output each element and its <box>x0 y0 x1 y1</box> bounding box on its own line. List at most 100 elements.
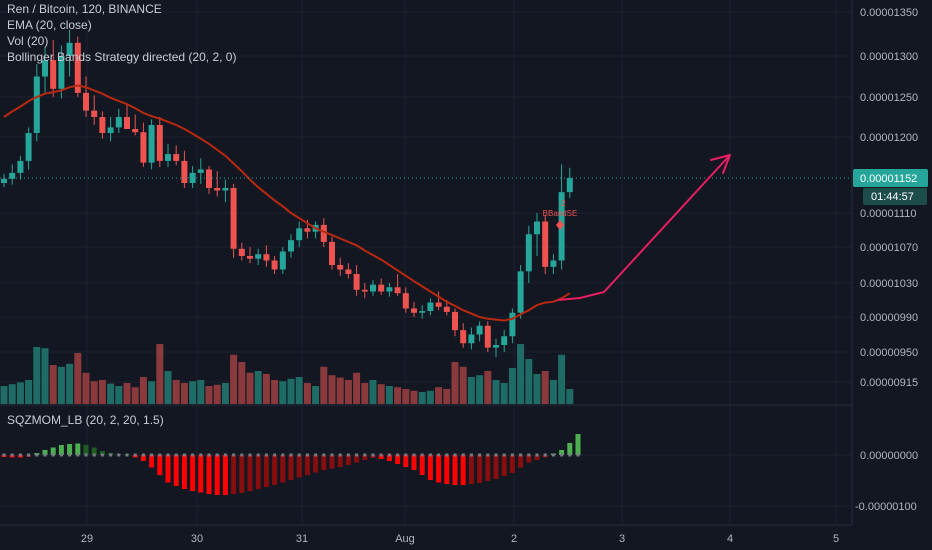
volume-bars <box>0 344 574 404</box>
volume-bar <box>492 380 500 404</box>
forecast-arrow-line <box>557 154 731 301</box>
candle-body <box>329 241 335 265</box>
volume-bar <box>197 380 205 404</box>
momentum-axis[interactable]: 0.00000000 -0.00000100 <box>855 450 918 513</box>
squeeze-dot <box>92 453 96 457</box>
volume-bar <box>385 386 393 404</box>
candle-body <box>361 289 368 292</box>
squeeze-dot <box>346 453 350 457</box>
price-tick-label: 0.00000915 <box>860 377 918 389</box>
squeeze-dot <box>420 453 424 457</box>
price-tick-label: 0.00001110 <box>860 208 916 220</box>
time-tick-label: 3 <box>619 533 625 545</box>
legend-bollinger[interactable]: Bollinger Bands Strategy directed (20, 2… <box>7 50 237 64</box>
candle-body <box>484 325 491 348</box>
price-axis[interactable]: 0.00001350 0.00001300 0.00001250 0.00001200… <box>860 7 918 389</box>
volume-bar <box>312 386 320 404</box>
volume-bar <box>131 387 139 404</box>
volume-bar <box>533 374 541 404</box>
momentum-bar <box>354 455 360 463</box>
momentum-bar <box>140 455 146 461</box>
momentum-bar <box>280 455 286 483</box>
legend-symbol[interactable]: Ren / Bitcoin, 120, BINANCE <box>7 2 162 16</box>
volume-bar <box>566 389 574 404</box>
volume-bar <box>16 382 24 404</box>
squeeze-dot <box>551 453 555 457</box>
candle-body <box>468 334 475 344</box>
momentum-bar <box>173 455 179 486</box>
volume-bar <box>8 384 16 404</box>
legend-volume[interactable]: Vol (20) <box>7 34 49 48</box>
legend-squeeze-momentum[interactable]: SQZMOM_LB (20, 2, 20, 1.5) <box>7 413 164 427</box>
candle-body <box>247 256 253 259</box>
squeeze-dot <box>486 453 490 457</box>
arrow-head-icon <box>710 154 731 174</box>
candle-body <box>386 287 393 292</box>
squeeze-dot <box>248 453 252 457</box>
squeeze-dot <box>76 453 80 457</box>
momentum-bar <box>452 455 458 485</box>
volume-bar <box>451 362 459 404</box>
volume-bar <box>82 372 90 404</box>
price-tick-label: 0.00001300 <box>860 51 918 63</box>
time-axis[interactable]: 29 30 31 Aug 2 3 4 5 <box>81 533 839 545</box>
candle-body <box>435 302 442 307</box>
momentum-bar <box>395 455 401 464</box>
volume-bar <box>262 374 270 404</box>
volume-bar <box>238 362 246 404</box>
momentum-bar <box>165 455 171 483</box>
squeeze-dot <box>264 453 268 457</box>
candle-body <box>173 154 180 161</box>
momentum-bar <box>436 455 442 483</box>
momentum-bar <box>206 455 212 494</box>
candle-body <box>509 312 516 337</box>
volume-bar <box>57 366 65 404</box>
momentum-bar <box>190 455 196 491</box>
time-tick-label: 5 <box>833 533 839 545</box>
momentum-tick-label: 0.00000000 <box>860 450 918 462</box>
squeeze-dot <box>478 453 482 457</box>
volume-bar <box>49 365 57 404</box>
squeeze-dot <box>191 453 195 457</box>
momentum-bar <box>534 455 540 460</box>
squeeze-dot <box>27 453 31 457</box>
price-tick-label: 0.00001250 <box>860 92 918 104</box>
squeeze-dot <box>35 453 39 457</box>
countdown-bg <box>863 188 927 205</box>
momentum-bar <box>313 455 319 473</box>
squeeze-dot <box>256 453 260 457</box>
squeeze-dot <box>576 453 580 457</box>
squeeze-dot <box>141 453 145 457</box>
candle-body <box>222 188 229 191</box>
momentum-bar <box>518 455 524 468</box>
volume-bar <box>394 387 402 404</box>
forecast-arrow[interactable] <box>557 154 731 301</box>
legend-ema[interactable]: EMA (20, close) <box>7 18 92 32</box>
volume-bar <box>508 368 516 404</box>
ema-line <box>3 84 571 322</box>
candle-body <box>42 60 48 77</box>
momentum-bar <box>567 443 573 455</box>
volume-bar <box>25 380 33 404</box>
momentum-bar <box>403 455 409 467</box>
time-tick-label: 4 <box>727 533 733 545</box>
time-tick-label: 2 <box>511 533 517 545</box>
volume-bar <box>525 359 533 404</box>
momentum-bar <box>444 455 450 484</box>
squeeze-dot <box>158 453 162 457</box>
squeeze-dot <box>412 453 416 457</box>
volume-bar <box>476 375 484 404</box>
volume-bar <box>180 383 188 404</box>
candle-body <box>148 125 155 163</box>
candle-body <box>74 42 81 93</box>
volume-bar <box>156 344 164 404</box>
candle-body <box>501 336 508 345</box>
candle-body <box>550 260 557 267</box>
candle-body <box>534 221 540 235</box>
candle-body <box>542 221 549 267</box>
candle-body <box>238 248 245 256</box>
candle-body <box>353 274 360 290</box>
